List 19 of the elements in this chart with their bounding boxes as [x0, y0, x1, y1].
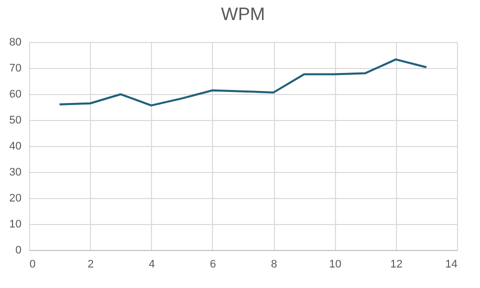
y-tick-label: 50	[9, 114, 22, 126]
y-tick-label: 20	[9, 192, 22, 204]
line-series	[58, 58, 428, 106]
y-tick-label: 0	[15, 244, 22, 256]
y-tick-label: 40	[9, 140, 22, 152]
x-tick-label: 0	[30, 258, 36, 270]
x-tick-label: 12	[390, 258, 402, 270]
y-tick-label: 80	[9, 36, 22, 48]
x-tick-label: 4	[148, 258, 155, 270]
x-tick-label: 14	[445, 258, 458, 270]
y-tick-label: 60	[9, 88, 22, 100]
x-tick-label: 8	[271, 258, 278, 270]
chart-title: WPM	[221, 4, 265, 24]
y-tick-label: 70	[9, 62, 22, 74]
x-tick-label: 6	[210, 258, 216, 270]
x-tick-label: 2	[88, 258, 94, 270]
y-tick-label: 10	[9, 218, 22, 230]
x-tick-label: 10	[329, 258, 342, 270]
y-tick-label: 30	[9, 166, 22, 178]
